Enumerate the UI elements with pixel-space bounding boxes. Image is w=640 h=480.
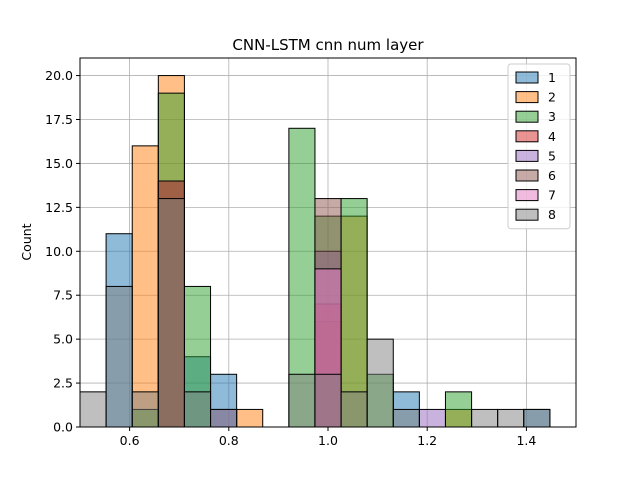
y-axis-label: Count [19,223,34,260]
legend-swatch-4 [515,130,539,143]
chart-title: CNN-LSTM cnn num layer [232,36,424,54]
legend-label-2: 2 [548,90,556,105]
tick-labels: 0.6 0.8 1.0 1.2 1.4 0.0 2.5 5.0 7.5 10.0 12.5 15.0 1… [45,68,536,448]
bar-series-3 [444,391,473,428]
legend-swatch-2 [515,91,539,104]
legend-label-5: 5 [548,148,556,163]
legend-swatch-8 [515,208,539,221]
legend-label-3: 3 [548,109,556,124]
bar-series-8 [523,408,551,428]
bar-series-8 [183,391,212,428]
x-tick-label: 0.8 [219,433,239,448]
bar-series-3 [340,198,368,428]
bar-series-8 [471,408,499,428]
y-tick-label: 2.5 [53,376,73,391]
x-tick-label: 1.2 [417,433,437,448]
legend-label-4: 4 [548,129,556,144]
bar-series-8 [340,391,368,428]
y-tick-label: 5.0 [53,332,73,347]
bar-series-8 [157,198,185,428]
bar-series-8 [314,373,342,428]
bar-series-8 [210,408,238,428]
x-tick-label: 0.6 [120,433,140,448]
legend-swatch-7 [515,189,539,202]
legend-box [507,63,571,230]
y-tick-label: 7.5 [53,288,73,303]
bar-series-8 [288,373,316,428]
legend-swatch-5 [515,149,539,162]
bars-layer [79,75,551,428]
y-tick-label: 0.0 [53,420,73,435]
y-tick-label: 10.0 [45,244,73,259]
bar-series-8 [497,408,525,428]
y-tick-label: 20.0 [45,68,73,83]
legend-label-6: 6 [548,168,556,183]
bar-series-8 [392,408,420,428]
legend-label-1: 1 [548,70,556,85]
bar-series-8 [131,391,159,428]
x-tick-label: 1.0 [318,433,338,448]
bar-series-8 [105,285,133,428]
legend-label-7: 7 [548,188,556,203]
y-tick-label: 15.0 [45,156,73,171]
legend: 1 2 3 4 5 6 7 8 [507,63,571,230]
bar-series-2 [236,408,264,428]
x-tick-label: 1.4 [516,433,536,448]
legend-swatch-3 [515,110,539,123]
bar-series-8 [366,338,394,428]
bar-series-2 [131,145,159,428]
y-tick-label: 12.5 [45,200,73,215]
legend-label-8: 8 [548,207,556,222]
bar-series-5 [418,408,446,428]
legend-swatch-1 [515,71,539,84]
bar-series-8 [79,391,107,428]
y-tick-label: 17.5 [45,112,73,127]
legend-swatch-6 [515,169,539,182]
